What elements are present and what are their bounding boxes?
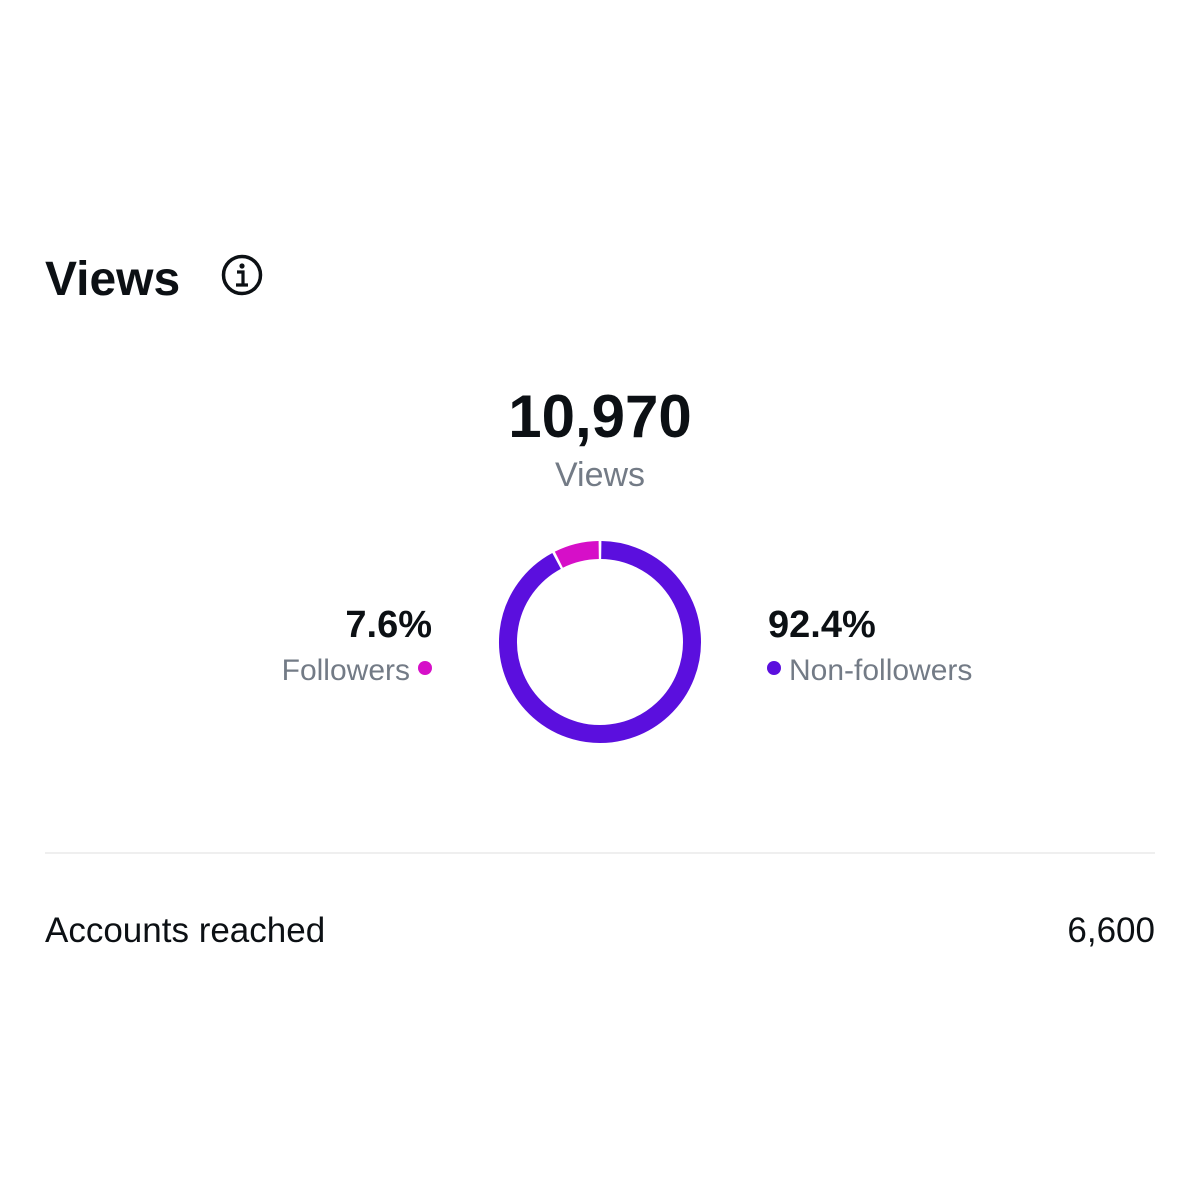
info-stem xyxy=(236,270,248,287)
info-icon[interactable] xyxy=(221,254,263,296)
data-label: 92.4% xyxy=(768,604,876,646)
total-label: Views xyxy=(555,456,645,494)
donut-segment xyxy=(554,541,600,568)
legend-dot xyxy=(418,661,432,675)
total-value: 10,970 xyxy=(508,383,692,450)
data-label: 7.6% xyxy=(345,604,432,646)
legend-label: Followers xyxy=(282,654,410,687)
legend-label: Non-followers xyxy=(789,654,972,687)
legend-dot xyxy=(767,661,781,675)
metric-label: Accounts reached xyxy=(45,911,325,950)
metric-value: 6,600 xyxy=(1067,911,1155,950)
info-dot xyxy=(239,263,245,269)
info-circle xyxy=(221,254,263,296)
section-title: Views xyxy=(45,253,180,306)
donut-segment xyxy=(499,541,701,743)
